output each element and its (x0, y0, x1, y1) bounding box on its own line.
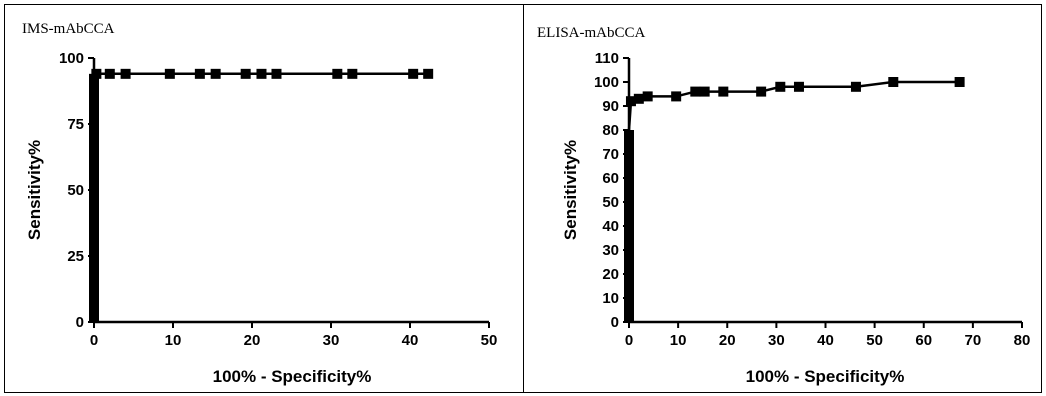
data-point-marker (624, 211, 634, 222)
data-point-marker (256, 68, 267, 79)
series-line (92, 72, 429, 322)
x-tick-label: 0 (625, 332, 633, 349)
y-tick-label: 100 (594, 74, 619, 91)
data-point-marker (624, 302, 634, 313)
data-point-marker (624, 192, 634, 203)
y-tick-label: 50 (602, 194, 619, 211)
data-point-marker (240, 68, 251, 79)
x-tick-label: 10 (165, 332, 182, 349)
data-point-marker (271, 68, 282, 79)
panel-elisamabcca-border (523, 4, 1042, 393)
data-point-marker (671, 91, 682, 102)
y-tick-label: 90 (602, 98, 619, 115)
x-tick-label: 40 (817, 332, 834, 349)
y-tick-label: 110 (595, 50, 619, 67)
plot-elisamabcca: 0 10 20 30 40 50 60 70 80 0 10 20 30 40 50 60 70 80 90 100 1… (561, 50, 1030, 386)
data-point-marker (888, 77, 899, 87)
series-band (89, 73, 99, 322)
data-point-marker (408, 68, 419, 79)
x-tick-label: 30 (323, 332, 340, 349)
x-axis-title: 100% - Specificity% (213, 367, 372, 386)
y-tick-label: 70 (602, 146, 619, 163)
y-tick-label: 25 (67, 248, 84, 265)
x-tick-label: 30 (768, 332, 785, 349)
data-point-marker (633, 93, 644, 104)
data-point-marker (624, 257, 634, 267)
data-point-marker (423, 68, 434, 79)
y-tick-label: 100 (59, 50, 84, 67)
chart-title-elisamabcca: ELISA-mAbCCA (537, 25, 646, 41)
y-tick-label: 60 (602, 170, 619, 187)
x-tick-label: 20 (719, 332, 736, 349)
x-tick-label: 10 (670, 332, 687, 349)
plot-imsmabcca: 0 10 20 30 40 50 0 25 50 75 100 100% - Specificity%… (25, 50, 497, 386)
data-point-marker (91, 68, 102, 79)
data-point-marker (624, 134, 634, 145)
data-point-marker (624, 312, 634, 323)
y-tick-label: 20 (602, 266, 619, 283)
x-tick-label: 50 (481, 332, 498, 349)
data-point-marker (718, 86, 729, 97)
data-point-marker (104, 68, 115, 79)
data-point-marker (164, 68, 175, 79)
y-tick-label: 30 (602, 242, 619, 259)
data-point-marker (625, 96, 636, 107)
x-axis-title: 100% - Specificity% (746, 367, 905, 386)
data-point-marker (642, 91, 653, 102)
data-point-marker (194, 68, 205, 79)
data-point-marker (699, 86, 710, 97)
y-tick-label: 0 (76, 314, 84, 331)
data-point-marker (210, 68, 221, 79)
data-point-marker (775, 81, 786, 92)
series-band (624, 130, 634, 322)
data-point-marker (624, 283, 634, 294)
data-point-marker (690, 86, 701, 97)
data-point-marker (624, 293, 634, 303)
chart-title-imsmabcca: IMS-mAbCCA (22, 21, 115, 37)
y-tick-label: 50 (67, 182, 84, 199)
data-point-marker (332, 68, 343, 79)
y-tick-label: 10 (602, 290, 619, 307)
data-point-marker (954, 77, 965, 87)
x-tick-label: 70 (965, 332, 982, 349)
y-axis-title: Sensitivity% (561, 140, 580, 240)
data-point-marker (89, 74, 99, 85)
y-tick-label: 80 (602, 122, 619, 139)
data-point-marker (120, 68, 131, 79)
data-point-marker (347, 68, 358, 79)
x-tick-label: 60 (915, 332, 932, 349)
data-point-marker (793, 81, 804, 92)
x-tick-label: 50 (866, 332, 883, 349)
data-point-marker (624, 173, 634, 183)
x-tick-label: 20 (244, 332, 261, 349)
y-tick-label: 40 (602, 218, 619, 235)
y-tick-label: 75 (67, 116, 84, 133)
series-line (627, 80, 960, 322)
x-tick-label: 80 (1014, 332, 1031, 349)
data-point-marker (624, 153, 634, 164)
data-point-marker (624, 230, 634, 241)
data-point-marker (756, 86, 767, 97)
y-axis-title: Sensitivity% (25, 140, 44, 240)
x-tick-label: 40 (402, 332, 419, 349)
data-point-marker (850, 81, 861, 92)
x-tick-label: 0 (90, 332, 98, 349)
y-tick-label: 0 (611, 314, 619, 331)
